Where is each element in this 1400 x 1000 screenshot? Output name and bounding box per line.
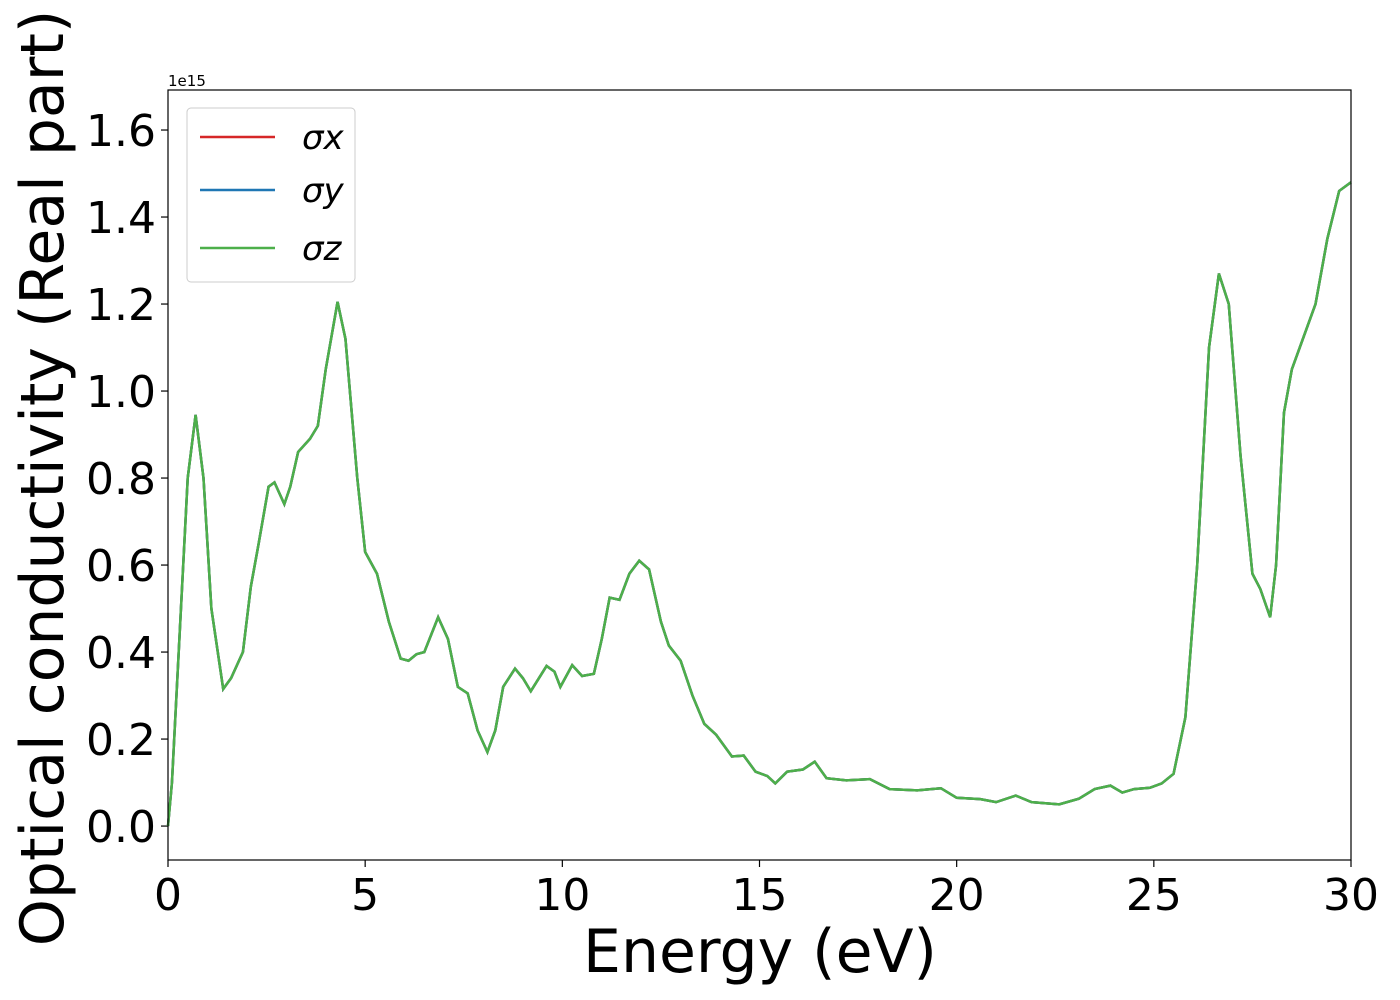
x-tick-label: 20 bbox=[929, 870, 985, 921]
series-line bbox=[166, 181, 1352, 827]
legend-box bbox=[186, 107, 356, 283]
y-tick-label: 0.6 bbox=[86, 541, 156, 592]
y-axis-label: Optical conductivity (Real part) bbox=[8, 10, 78, 947]
y-tick-label: 1.6 bbox=[86, 106, 156, 157]
x-tick-label: 5 bbox=[351, 870, 379, 921]
legend: σx σy σz bbox=[186, 107, 356, 283]
x-tick-label: 30 bbox=[1323, 870, 1379, 921]
x-tick-label: 10 bbox=[534, 870, 590, 921]
x-tick-label: 15 bbox=[732, 870, 788, 921]
x-tick-label: 25 bbox=[1126, 870, 1182, 921]
x-tick-label: 0 bbox=[154, 870, 182, 921]
y-tick-label: 1.0 bbox=[86, 367, 156, 418]
y-tick-label: 0.0 bbox=[86, 802, 156, 853]
offset-text: 1e15 bbox=[168, 72, 206, 90]
y-tick-label: 0.8 bbox=[86, 454, 156, 505]
legend-label: σx bbox=[302, 118, 345, 158]
y-tick-label: 0.2 bbox=[86, 715, 156, 766]
y-tick-label: 1.2 bbox=[86, 280, 156, 331]
y-tick-label: 0.4 bbox=[86, 628, 156, 679]
x-axis-label: Energy (eV) bbox=[583, 917, 937, 987]
plot-frame bbox=[167, 89, 1352, 861]
y-tick-label: 1.4 bbox=[86, 193, 156, 244]
legend-label: σy bbox=[302, 171, 345, 211]
legend-label: σz bbox=[302, 229, 343, 269]
